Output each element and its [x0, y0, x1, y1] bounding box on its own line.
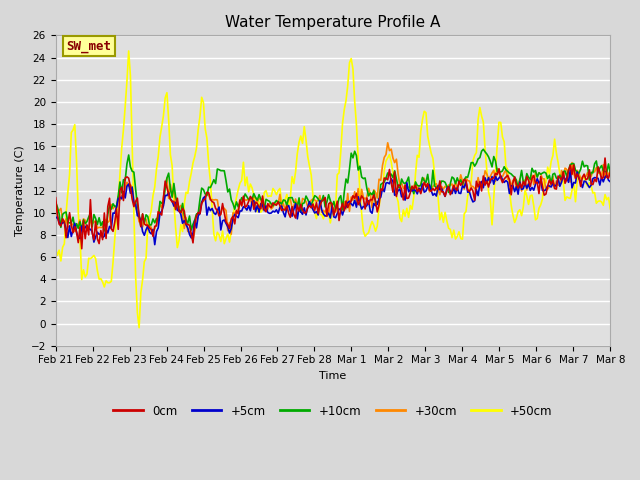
Title: Water Temperature Profile A: Water Temperature Profile A [225, 15, 440, 30]
Y-axis label: Temperature (C): Temperature (C) [15, 145, 25, 236]
Text: SW_met: SW_met [67, 40, 112, 53]
Legend: 0cm, +5cm, +10cm, +30cm, +50cm: 0cm, +5cm, +10cm, +30cm, +50cm [109, 400, 557, 422]
X-axis label: Time: Time [319, 371, 347, 381]
